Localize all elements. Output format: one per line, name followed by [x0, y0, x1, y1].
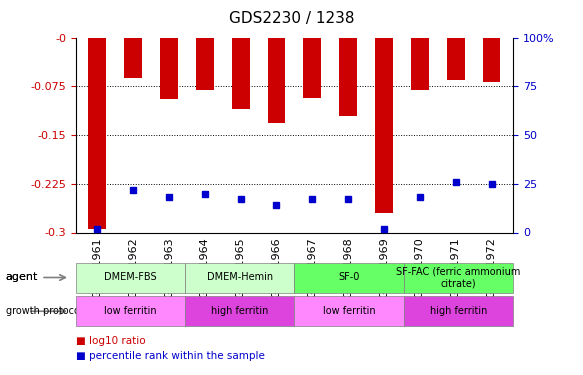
Text: low ferritin: low ferritin	[323, 306, 375, 316]
Bar	[303, 38, 321, 98]
Text: low ferritin: low ferritin	[104, 306, 157, 316]
Text: SF-FAC (ferric ammonium
citrate): SF-FAC (ferric ammonium citrate)	[396, 267, 521, 288]
Text: SF-0: SF-0	[338, 273, 360, 282]
Text: DMEM-FBS: DMEM-FBS	[104, 273, 157, 282]
Text: high ferritin: high ferritin	[430, 306, 487, 316]
Text: agent: agent	[6, 273, 38, 282]
Bar	[196, 38, 214, 90]
Text: high ferritin: high ferritin	[211, 306, 268, 316]
Bar	[411, 38, 429, 90]
Bar	[447, 38, 465, 80]
Text: ■ log10 ratio: ■ log10 ratio	[76, 336, 145, 346]
Bar	[268, 38, 286, 123]
Bar	[231, 38, 250, 109]
Bar	[483, 38, 500, 82]
Text: DMEM-Hemin: DMEM-Hemin	[207, 273, 273, 282]
Text: growth protocol: growth protocol	[6, 306, 82, 316]
Text: agent: agent	[6, 273, 38, 282]
Bar	[339, 38, 357, 116]
Text: ■ percentile rank within the sample: ■ percentile rank within the sample	[76, 351, 265, 361]
Bar	[89, 38, 106, 229]
Bar	[124, 38, 142, 78]
Bar	[160, 38, 178, 99]
Bar	[375, 38, 393, 213]
Text: GDS2230 / 1238: GDS2230 / 1238	[229, 11, 354, 26]
